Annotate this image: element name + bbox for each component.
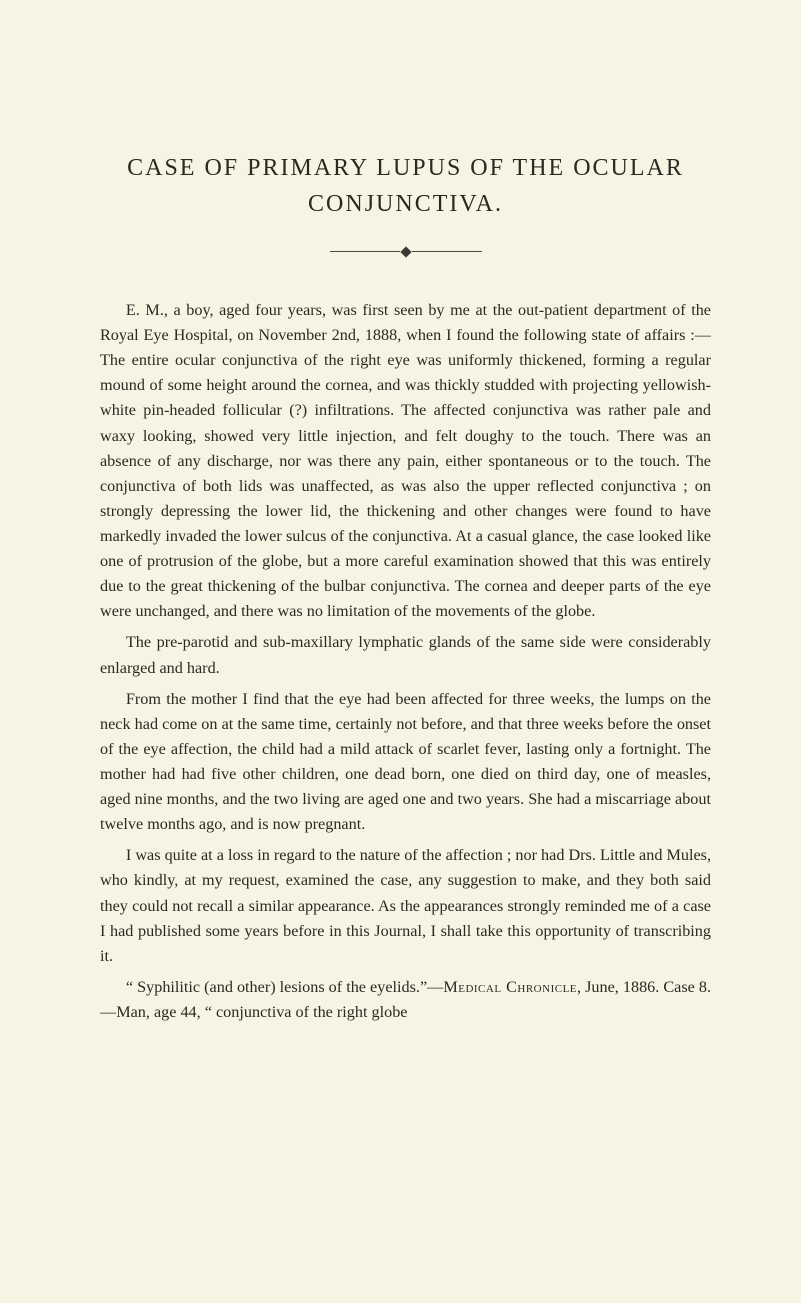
p5-pre: “ Syphilitic (and other) lesions of the … — [126, 978, 443, 996]
body-text: E. M., a boy, aged four years, was first… — [100, 298, 711, 1025]
paragraph-3: From the mother I find that the eye had … — [100, 687, 711, 838]
p5-smallcaps: Medical Chronicle — [443, 978, 577, 996]
ornamental-rule — [100, 244, 711, 260]
rule-segment-right — [412, 251, 482, 252]
document-page: CASE OF PRIMARY LUPUS OF THE OCULAR CONJ… — [0, 0, 801, 1303]
rule-segment-left — [330, 251, 400, 252]
paragraph-5: “ Syphilitic (and other) lesions of the … — [100, 975, 711, 1025]
paragraph-2: The pre-parotid and sub-maxillary lympha… — [100, 630, 711, 680]
title-block: CASE OF PRIMARY LUPUS OF THE OCULAR CONJ… — [100, 150, 711, 222]
title-line-2: CONJUNCTIVA. — [100, 186, 711, 222]
diamond-icon — [400, 246, 411, 257]
paragraph-1: E. M., a boy, aged four years, was first… — [100, 298, 711, 624]
paragraph-4: I was quite at a loss in regard to the n… — [100, 843, 711, 969]
title-line-1: CASE OF PRIMARY LUPUS OF THE OCULAR — [100, 150, 711, 186]
